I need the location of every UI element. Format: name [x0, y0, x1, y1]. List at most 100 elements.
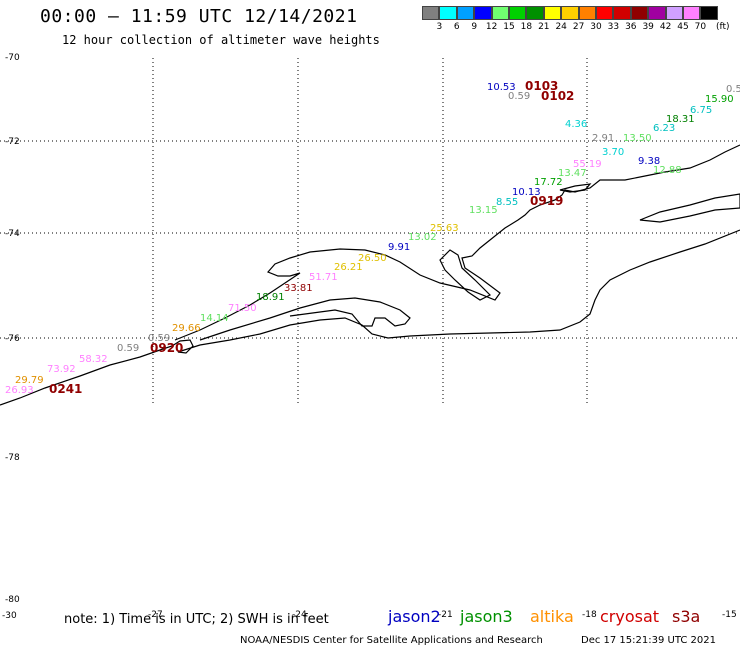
lat-labels: -70 -72 -74 -76 -78 -80	[5, 53, 20, 605]
legend-label: 27	[572, 22, 585, 32]
legend-swatch	[578, 6, 596, 20]
legend-label: 33	[607, 22, 620, 32]
legend-swatch	[683, 6, 701, 20]
wave-height-value: 55.19	[573, 159, 602, 170]
legend-swatch	[422, 6, 440, 20]
lon-label: -21	[438, 610, 453, 620]
wave-height-value: 12.88	[653, 165, 682, 176]
legend-label: 12	[485, 22, 498, 32]
legend-swatch	[596, 6, 614, 20]
wave-height-value: 14.14	[200, 313, 229, 324]
wave-height-value: 0.59	[117, 343, 139, 354]
legend-swatch	[700, 6, 718, 20]
wave-height-value: 58.32	[79, 354, 108, 365]
pass-time-label: 0102	[541, 89, 574, 103]
coastline-inlet	[559, 183, 592, 193]
legend-swatch	[456, 6, 475, 20]
lat-label: -78	[5, 453, 20, 463]
satellite-altika: altika	[530, 607, 574, 626]
lon-label: -18	[582, 610, 597, 620]
wave-height-value: 0.5	[726, 84, 740, 95]
lon-label: -30	[2, 611, 17, 621]
satellite-jason2: jason2	[388, 607, 441, 626]
satellite-s3a: s3a	[672, 607, 701, 626]
page-subtitle: 12 hour collection of altimeter wave hei…	[62, 33, 380, 47]
legend-label: 30	[590, 22, 602, 32]
legend-label: 15	[503, 22, 515, 32]
wave-height-value: 13.50	[623, 133, 652, 144]
pass-time-label: 0919	[530, 194, 563, 208]
coastline-ice-front	[174, 144, 740, 341]
footer-note: note: 1) Time is in UTC; 2) SWH is in fe…	[64, 612, 329, 627]
coastline	[0, 144, 740, 406]
legend-label: 70	[694, 22, 707, 32]
legend-label: 3	[436, 22, 443, 32]
legend-label: 24	[555, 22, 567, 32]
pass-time-label: 0103	[525, 79, 558, 93]
wave-height-value: 13.15	[469, 205, 498, 216]
legend-swatch	[526, 6, 544, 20]
graticule	[0, 58, 740, 405]
page-title: 00:00 – 11:59 UTC 12/14/2021	[40, 6, 358, 27]
wave-height-value: 29.66	[172, 323, 201, 334]
wave-height-value: 26.93	[5, 385, 34, 396]
wave-height-value: 15.90	[705, 94, 734, 105]
wave-height-value: 9.38	[638, 156, 660, 167]
legend-swatch	[613, 6, 631, 20]
coastline-lower-bay	[199, 297, 411, 341]
lat-label: -72	[5, 137, 20, 147]
wave-height-value: 4.36	[565, 119, 587, 130]
wave-height-value: 73.92	[47, 364, 76, 375]
wave-height-value: 18.31	[666, 114, 695, 125]
wave-height-value: 10.13	[512, 187, 541, 198]
legend-swatch	[509, 6, 527, 20]
wave-height-value: 13.02	[408, 232, 437, 243]
wave-height-value: 3.70	[602, 147, 624, 158]
wave-height-value: 8.55	[496, 197, 518, 208]
lon-label: -27	[148, 610, 163, 620]
legend-label: 18	[520, 22, 533, 32]
coastline-channel	[639, 193, 740, 223]
legend-label: 9	[471, 22, 478, 32]
legend-label: 21	[538, 22, 550, 32]
wave-height-value: 51.71	[309, 272, 338, 283]
wave-height-value: 29.79	[15, 375, 44, 386]
legend-label: 42	[659, 22, 672, 32]
legend-swatch	[561, 6, 579, 20]
legend-swatch	[665, 6, 683, 20]
legend-label: 39	[642, 22, 654, 32]
lat-label: -76	[5, 334, 20, 344]
wave-height-value: 10.53	[487, 82, 516, 93]
lat-label: -80	[5, 595, 20, 605]
wave-height-value: 6.23	[653, 123, 675, 134]
lon-label: -15	[722, 610, 737, 620]
legend-swatch	[474, 6, 492, 20]
wave-height-value: 71.50	[228, 303, 257, 314]
wave-height-value: 18.91	[256, 292, 285, 303]
lon-label: -24	[292, 610, 307, 620]
wave-height-value: 33.81	[284, 283, 313, 294]
satellite-jason3: jason3	[460, 607, 513, 626]
satellite-cryosat: cryosat	[600, 607, 660, 626]
lon-labels: -30 -27 -24 -21 -18 -15	[2, 610, 737, 621]
wave-height-value: 6.75	[690, 105, 712, 116]
legend-label: 36	[625, 22, 637, 32]
legend-swatch	[630, 6, 649, 20]
legend-label: 45	[677, 22, 689, 32]
pass-time-label: 0920	[150, 341, 183, 355]
wave-height-value: 13.47	[558, 168, 587, 179]
coastline-main	[0, 229, 740, 406]
wave-height-value: 2.91	[592, 133, 614, 144]
wave-height-value: 25.63	[430, 223, 459, 234]
wave-height-value: 26.21	[334, 262, 363, 273]
lat-label: -70	[5, 53, 20, 63]
wave-height-value: 17.72	[534, 177, 563, 188]
pass-time-label: 0241	[49, 382, 82, 396]
credit-line: NOAA/NESDIS Center for Satellite Applica…	[240, 635, 543, 646]
wave-height-value: 0.59	[508, 91, 530, 102]
legend-swatch	[491, 6, 509, 20]
legend-swatch	[648, 6, 666, 20]
generated-timestamp: Dec 17 15:21:39 UTC 2021	[581, 635, 716, 646]
